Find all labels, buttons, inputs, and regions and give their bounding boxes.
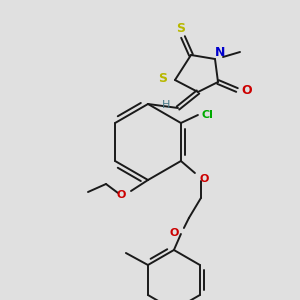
Text: O: O — [116, 190, 126, 200]
Text: S: S — [176, 22, 185, 35]
Text: O: O — [199, 174, 208, 184]
Text: O: O — [242, 83, 252, 97]
Text: S: S — [158, 71, 167, 85]
Text: H: H — [162, 100, 170, 110]
Text: N: N — [215, 46, 225, 59]
Text: O: O — [169, 228, 178, 238]
Text: Cl: Cl — [202, 110, 214, 120]
